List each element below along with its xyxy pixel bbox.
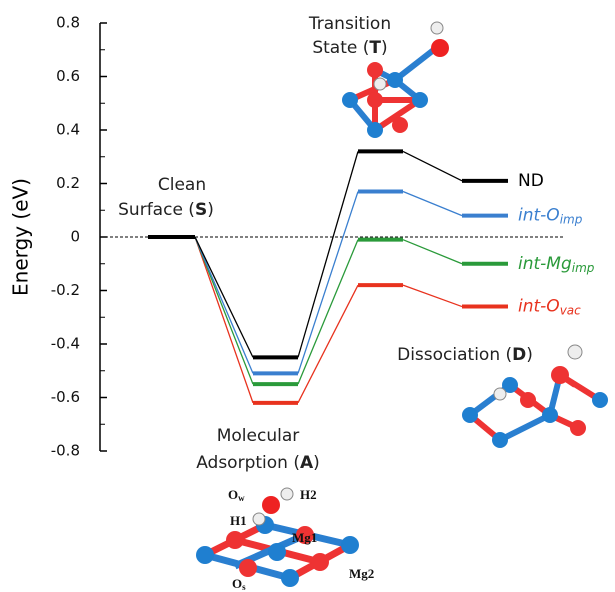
structure-label: Ow: [228, 487, 245, 503]
connector: [403, 285, 462, 306]
legend-subscript: imp: [572, 260, 595, 274]
connector: [403, 192, 462, 216]
structure-adsorption: [196, 488, 359, 587]
stage-label-part: A: [300, 453, 314, 473]
connector: [195, 237, 253, 373]
structure-label-subscript: w: [238, 493, 245, 503]
structure-label-text: H1: [230, 513, 247, 528]
stage-label: Molecular: [217, 426, 300, 446]
connector: [298, 151, 358, 357]
stage-label-part: Transition: [308, 14, 391, 34]
connector: [298, 285, 358, 403]
y-tick-label: 0.2: [56, 174, 80, 192]
stage-label-part: ): [381, 38, 388, 58]
stage-label-part: Surface (: [118, 200, 195, 220]
stage-label: State (T): [312, 38, 387, 58]
stage-label-part: ): [313, 453, 320, 473]
stage-label-part: Dissociation (: [397, 345, 512, 365]
legend-name: int-O: [518, 297, 560, 317]
y-tick-label: -0.6: [51, 388, 80, 406]
legend-name: ND: [518, 171, 544, 191]
structure-label: Mg2: [349, 566, 374, 581]
y-tick-label: -0.8: [51, 442, 80, 460]
structure-label: Os: [232, 576, 246, 592]
stage-label-part: Molecular: [217, 426, 300, 446]
y-tick-label: -0.2: [51, 281, 80, 299]
structure-label: H2: [300, 487, 317, 502]
legend-name: int-O: [518, 206, 560, 226]
stage-label: Dissociation (D): [397, 345, 533, 365]
y-axis-label: Energy (eV): [9, 178, 33, 296]
stage-label-part: S: [195, 200, 207, 220]
connector: [195, 237, 253, 357]
y-tick-label: 0.4: [56, 121, 80, 139]
y-tick-label: 0.8: [56, 14, 80, 32]
stage-label: Transition: [308, 14, 391, 34]
stage-label: Adsorption (A): [196, 453, 320, 473]
structure-label-text: O: [232, 576, 242, 591]
stage-label-part: T: [369, 38, 381, 58]
legend-label: ND: [518, 171, 544, 191]
connector: [298, 240, 358, 384]
stage-label: Surface (S): [118, 200, 214, 220]
y-tick-label: 0: [70, 228, 80, 246]
stage-label-part: Adsorption (: [196, 453, 300, 473]
legend-label: int-Mgimp: [518, 254, 595, 275]
legend-name: int-Mg: [518, 254, 572, 274]
structure-label-text: O: [228, 487, 238, 502]
structure-label-text: Mg1: [292, 530, 317, 545]
legend-subscript: vac: [560, 303, 581, 317]
stage-label: Clean: [158, 175, 206, 195]
structure-label-subscript: s: [242, 582, 246, 592]
stage-label-part: D: [512, 345, 526, 365]
structure-label: Mg1: [292, 530, 317, 545]
structure-label-text: H2: [300, 487, 317, 502]
stage-label-part: State (: [312, 38, 369, 58]
structure-label-text: Mg2: [349, 566, 374, 581]
stage-label-part: ): [207, 200, 214, 220]
connector: [298, 192, 358, 374]
connector: [403, 240, 462, 264]
connector: [195, 237, 253, 403]
chart: -0.8 -0.6 -0.4 -0.2 0 0.2 0.4 0.6 0.8 Energy (eV)…: [0, 0, 615, 592]
y-tick-label: -0.4: [51, 335, 80, 353]
y-tick-label: 0.6: [56, 67, 80, 85]
legend-label: int-Oimp: [518, 206, 583, 227]
stage-label-part: ): [526, 345, 533, 365]
legend-subscript: imp: [560, 212, 583, 226]
legend-label: int-Ovac: [518, 297, 581, 318]
connector: [403, 151, 462, 180]
stage-label-part: Clean: [158, 175, 206, 195]
structure-label: H1: [230, 513, 247, 528]
